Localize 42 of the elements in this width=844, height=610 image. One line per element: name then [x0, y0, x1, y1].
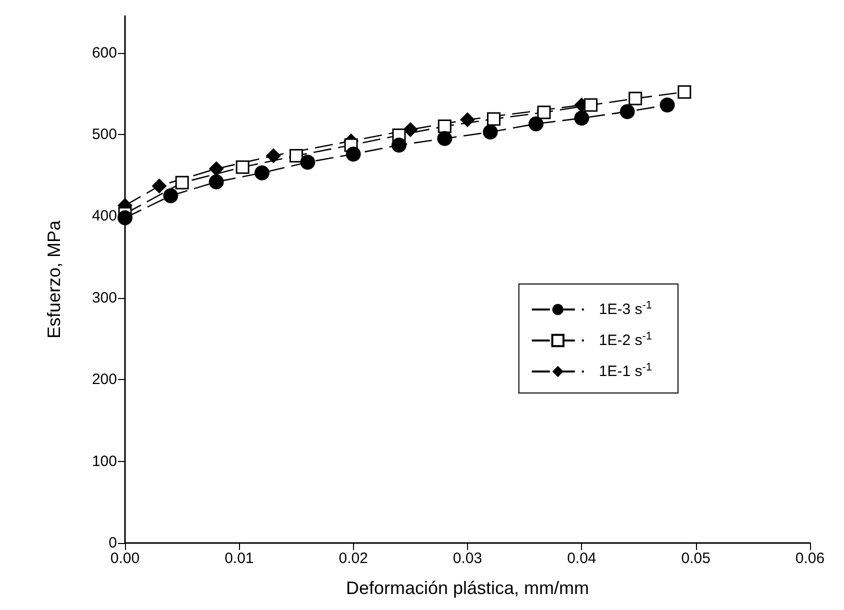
point	[628, 92, 642, 106]
point	[660, 98, 675, 113]
x-tick-label: 0.00	[110, 550, 140, 567]
point	[254, 165, 270, 180]
x-tick-label: 0.02	[338, 550, 368, 567]
point	[487, 112, 501, 126]
x-tick-label: 0.06	[795, 550, 825, 567]
point	[574, 110, 590, 126]
point	[460, 112, 475, 128]
point	[300, 154, 316, 170]
point	[290, 148, 303, 162]
y-tick-label: 300	[92, 289, 117, 306]
y-tick-label: 200	[92, 371, 117, 388]
point	[208, 161, 224, 176]
y-tick-label: 400	[92, 208, 117, 225]
point	[392, 138, 406, 153]
point	[438, 120, 452, 134]
x-tick-label: 0.01	[224, 550, 254, 567]
point	[236, 160, 250, 174]
y-tick-label: 100	[92, 452, 117, 470]
point	[482, 124, 498, 140]
point	[163, 188, 178, 204]
point	[437, 131, 452, 146]
point	[620, 104, 635, 120]
y-tick-label: 0	[108, 534, 117, 552]
point	[528, 116, 544, 132]
point	[118, 210, 132, 226]
point	[266, 148, 281, 164]
point	[208, 174, 224, 190]
x-axis-title: Deformación plástica, mm/mm	[346, 578, 590, 598]
x-tick-label: 0.05	[681, 550, 710, 567]
point	[537, 106, 551, 120]
y-tick-label: 500	[92, 126, 117, 143]
point	[152, 178, 167, 194]
point	[584, 98, 598, 112]
point	[175, 176, 189, 190]
y-tick-label: 600	[92, 44, 117, 62]
point	[678, 85, 692, 99]
y-axis-title: Esfuerzo, MPa	[44, 219, 64, 339]
x-tick-label: 0.04	[567, 550, 596, 567]
point	[346, 146, 361, 162]
x-tick-label: 0.03	[452, 550, 482, 567]
